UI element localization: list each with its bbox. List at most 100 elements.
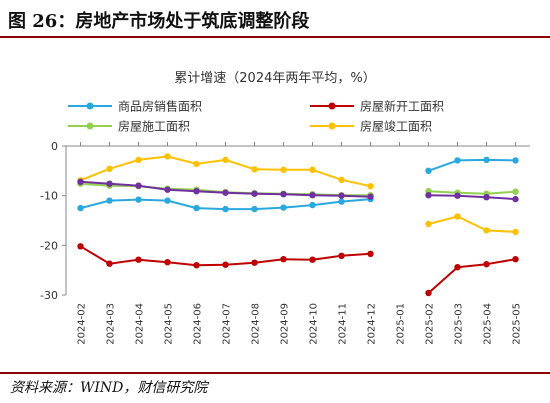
x-tick-label: 2024-08 [251, 303, 262, 345]
figure-source: 资料来源：WIND，财信研究院 [10, 380, 208, 396]
series-point [454, 192, 461, 199]
series-point [367, 183, 374, 190]
y-tick-label: -20 [40, 239, 58, 252]
x-tick-label: 2025-03 [454, 303, 465, 345]
series-point [135, 156, 142, 164]
series-point [106, 197, 113, 204]
series-point [251, 190, 258, 197]
series-point [309, 192, 316, 199]
series-point [483, 194, 490, 201]
series-point [77, 243, 84, 250]
x-tick-label: 2025-04 [483, 303, 494, 345]
x-tick-label: 2024-12 [367, 303, 378, 345]
x-tick-label: 2025-02 [425, 303, 436, 345]
series-point [425, 220, 432, 228]
series-point [454, 213, 461, 220]
series-point [193, 188, 200, 195]
series-point [164, 197, 171, 204]
y-tick-label: -30 [40, 289, 58, 302]
x-tick-label: 2024-10 [309, 303, 320, 345]
series-line [80, 182, 516, 197]
series-point [512, 195, 519, 203]
series-point [135, 196, 142, 203]
series-line [80, 180, 516, 201]
series-3 [77, 153, 519, 236]
series-point [425, 192, 432, 199]
series-point [512, 188, 519, 195]
series-point [77, 178, 84, 185]
series-point [338, 192, 345, 199]
series-point [106, 260, 113, 267]
chart-title: 累计增速（2024年两年平均，%） [174, 71, 375, 86]
series-point [164, 153, 171, 160]
series-point [135, 256, 142, 263]
series-point [222, 156, 229, 164]
series-point [106, 165, 113, 172]
y-tick-label: 0 [51, 140, 58, 153]
figure-header: 图 26：房地产市场处于筑底调整阶段 [0, 0, 550, 38]
series-point [135, 182, 142, 189]
figure-title: 图 26：房地产市场处于筑底调整阶段 [8, 11, 310, 32]
x-tick-label: 2024-09 [280, 303, 291, 345]
legend-label: 房屋竣工面积 [360, 119, 432, 134]
series-point [454, 264, 461, 271]
series-point [280, 166, 287, 173]
x-tick-label: 2024-11 [338, 303, 349, 345]
series-point [309, 201, 316, 209]
series-point [483, 227, 490, 234]
legend-swatch-marker [86, 102, 94, 110]
x-tick-label: 2024-03 [106, 303, 117, 345]
series-point [367, 250, 374, 257]
series-point [483, 261, 490, 268]
series-point [512, 157, 519, 164]
series-point [193, 204, 200, 212]
legend-label: 房屋新开工面积 [360, 99, 444, 114]
x-tick-label: 2024-05 [164, 303, 175, 345]
x-tick-label: 2024-07 [222, 303, 233, 345]
x-tick-label: 2024-06 [193, 303, 204, 345]
series-point [512, 256, 519, 263]
series-point [425, 167, 432, 174]
x-tick-label: 2025-01 [396, 303, 407, 345]
legend-label: 房屋施工面积 [118, 119, 190, 134]
legend-label: 商品房销售面积 [118, 99, 202, 114]
series-point [251, 205, 258, 213]
series-point [280, 256, 287, 263]
series-point [367, 193, 374, 200]
y-tick-label: -10 [40, 190, 58, 203]
x-tick-label: 2024-02 [77, 303, 88, 345]
series-point [425, 289, 432, 297]
chart-series [77, 153, 519, 297]
legend-swatch-marker [328, 102, 336, 110]
series-point [77, 204, 84, 212]
series-point [338, 198, 345, 205]
series-point [222, 261, 229, 268]
series-4 [77, 178, 519, 203]
series-point [164, 186, 171, 193]
series-0 [77, 156, 519, 213]
series-line [80, 158, 516, 211]
series-point [280, 191, 287, 198]
series-point [483, 156, 490, 164]
series-point [338, 252, 345, 259]
series-point [512, 228, 519, 236]
series-point [164, 259, 171, 266]
series-point [222, 189, 229, 196]
x-tick-label: 2025-05 [512, 303, 523, 345]
legend-swatch-marker [328, 122, 336, 130]
series-point [309, 256, 316, 263]
series-point [280, 204, 287, 211]
title-rule [0, 36, 550, 38]
series-point [454, 157, 461, 164]
x-tick-label: 2024-04 [135, 303, 146, 345]
series-point [222, 205, 229, 213]
series-1 [77, 243, 519, 297]
series-point [309, 166, 316, 173]
series-point [193, 160, 200, 168]
series-point [193, 262, 200, 269]
series-point [251, 166, 258, 173]
series-point [106, 180, 113, 187]
series-point [338, 176, 345, 183]
